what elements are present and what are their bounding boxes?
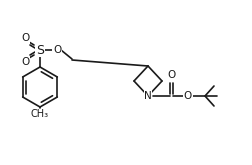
Text: O: O bbox=[167, 70, 175, 80]
Text: O: O bbox=[21, 33, 29, 43]
Text: N: N bbox=[144, 91, 152, 101]
Text: O: O bbox=[21, 57, 29, 67]
Text: CH₃: CH₃ bbox=[31, 109, 49, 119]
Text: O: O bbox=[184, 91, 192, 101]
Text: S: S bbox=[36, 44, 44, 56]
Text: O: O bbox=[53, 45, 61, 55]
